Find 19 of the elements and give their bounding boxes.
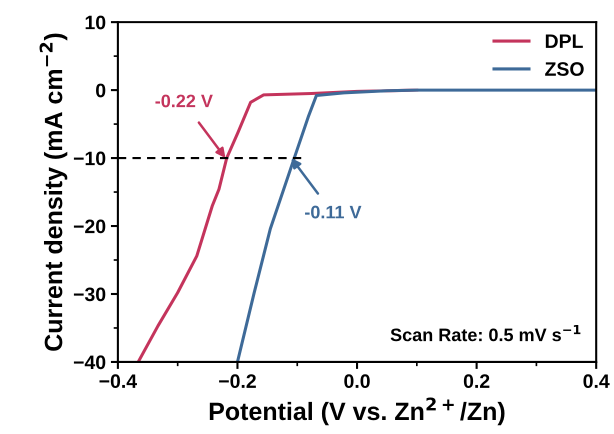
y-tick-label: −20 (74, 219, 106, 234)
annotation: -0.11 V (305, 206, 362, 218)
y-tick-label: −30 (74, 287, 106, 302)
x-tick-label: −0.4 (100, 374, 137, 388)
x-axis-title: Potential (V vs. Zn$^{2+}$/Zn) (210, 397, 504, 426)
y-tick-label: 0 (96, 84, 106, 98)
legend-label: DPL (546, 34, 583, 48)
y-tick-label: −10 (74, 152, 106, 166)
annotation: -0.22 V (155, 94, 213, 108)
line-series (236, 88, 596, 362)
y-axis-title: Current density (mA cm$^{−2}$) (40, 34, 68, 351)
x-tick-label: 0.0 (344, 374, 370, 388)
x-tick-label: 0.2 (464, 374, 490, 388)
x-tick-label: −0.2 (219, 374, 256, 388)
annotation: Scan Rate: 0.5 mV s$^{−1}$ (390, 324, 580, 342)
y-tick-label: 10 (86, 16, 106, 30)
x-tick-label: 0.4 (583, 374, 610, 388)
legend-label: ZSO (545, 62, 584, 76)
y-tick-label: −40 (74, 355, 106, 370)
